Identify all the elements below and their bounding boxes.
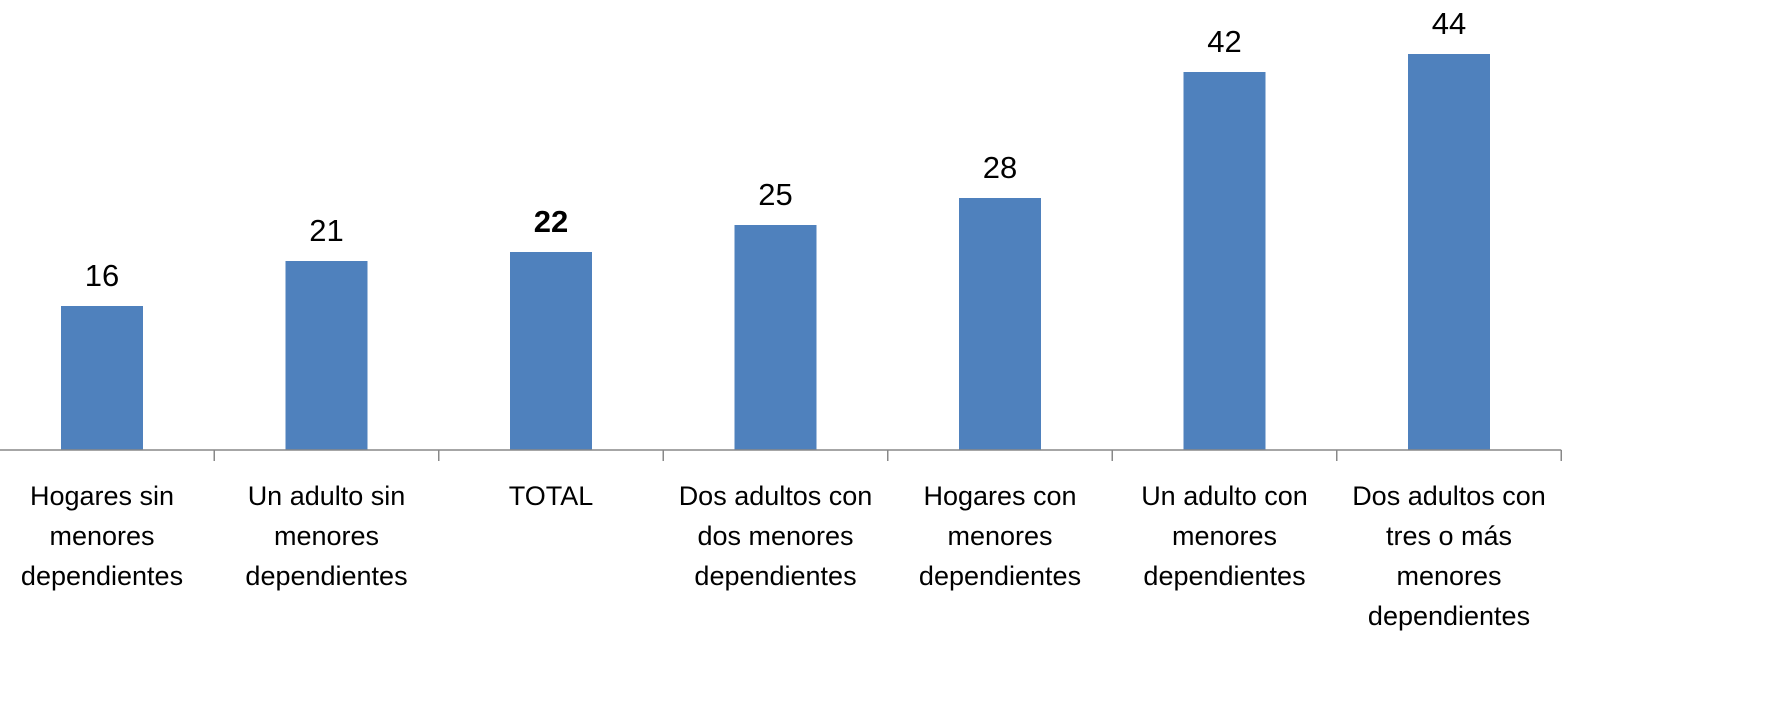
value-label: 22 <box>534 204 568 239</box>
value-label: 16 <box>85 258 119 293</box>
bar <box>1183 72 1266 450</box>
value-label: 21 <box>309 213 343 248</box>
x-tick-label: Hogares con menores dependientes <box>918 481 1082 591</box>
value-label: 44 <box>1432 6 1466 41</box>
bar <box>959 198 1041 450</box>
bar <box>285 261 368 450</box>
x-tick-label: TOTAL <box>508 481 594 511</box>
x-tick-label: Un adulto con menores dependientes <box>1141 481 1308 591</box>
bar <box>1408 54 1490 450</box>
value-label: 28 <box>983 150 1017 185</box>
bar <box>61 306 143 450</box>
x-tick-label: Dos adultos con dos menores dependientes <box>678 481 873 591</box>
value-label: 25 <box>758 177 792 212</box>
x-tick-label: Un adulto sin menores dependientes <box>245 481 408 591</box>
value-label: 42 <box>1207 24 1241 59</box>
bar <box>734 225 817 450</box>
x-tick-label: Dos adultos con tres o más menores depen… <box>1352 481 1546 631</box>
x-tick-label: Hogares sin menores dependientes <box>20 481 184 591</box>
bar <box>510 252 592 450</box>
